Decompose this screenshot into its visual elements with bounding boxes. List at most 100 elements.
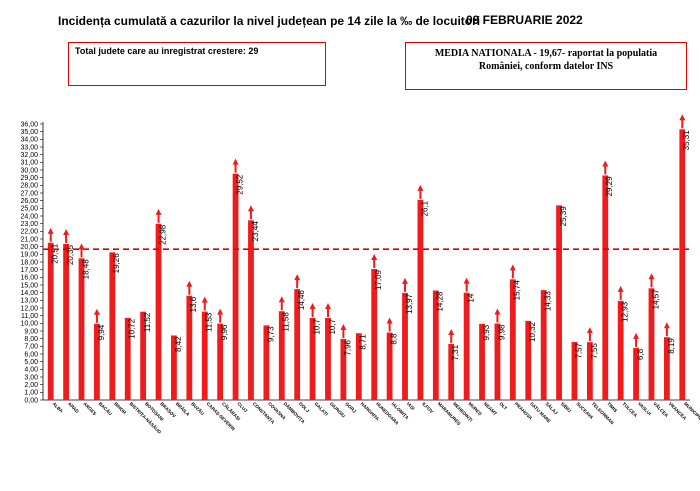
bar <box>232 173 239 400</box>
arrow-head <box>371 253 378 260</box>
increase-arrow <box>232 158 239 173</box>
arrow-head <box>247 205 254 212</box>
y-tick-label: 18,00 <box>20 259 38 266</box>
y-tick-label: 3,00 <box>24 374 38 381</box>
y-tick-label: 16,00 <box>20 275 38 282</box>
data-label: 7,31 <box>451 344 460 360</box>
increase-arrow <box>463 277 470 292</box>
y-tick-label: 13,00 <box>20 298 38 305</box>
chart-title: Incidența cumulată a cazurilor la nivel … <box>58 14 481 28</box>
increase-arrow <box>47 227 54 242</box>
bar <box>47 242 54 400</box>
increase-arrow <box>309 302 316 317</box>
bar <box>432 290 439 400</box>
arrow-head <box>78 243 85 250</box>
data-label: 14,57 <box>651 289 660 310</box>
y-tick-label: 0,00 <box>24 397 38 404</box>
y-tick-label: 36,00 <box>20 121 38 128</box>
category-label: NEAMȚ <box>483 401 498 416</box>
data-label: 20,51 <box>51 243 60 264</box>
y-tick-label: 5,00 <box>24 359 38 366</box>
y-tick-label: 21,00 <box>20 236 38 243</box>
bar <box>294 289 301 400</box>
bar <box>94 323 100 400</box>
arrow-head <box>324 302 331 309</box>
data-label: 29,29 <box>605 176 614 197</box>
category-label: BACĂU <box>98 400 114 416</box>
category-label: ARAD <box>67 401 80 414</box>
data-label: 17,09 <box>374 269 383 290</box>
bar <box>201 311 208 400</box>
arrow-head <box>93 308 100 315</box>
bar <box>124 317 131 400</box>
y-tick-label: 25,00 <box>20 206 38 213</box>
y-tick-label: 15,00 <box>20 282 38 289</box>
y-tick-label: 23,00 <box>20 221 38 228</box>
bar <box>371 268 378 400</box>
arrow-head <box>494 308 501 315</box>
y-tick-label: 32,00 <box>20 152 38 159</box>
data-label: 26,1 <box>420 200 429 216</box>
arrow-head <box>278 296 285 303</box>
data-label: 10,7 <box>328 318 337 334</box>
category-label: TULCEA <box>621 401 638 418</box>
data-label: 7,57 <box>574 342 583 358</box>
national-average-box: MEDIA NATIONALA - 19,67- raportat la pop… <box>405 42 687 90</box>
data-label: 14,33 <box>544 291 553 312</box>
arrow-head <box>463 277 470 284</box>
total-increase-box: Total judete care au inregistrat crester… <box>68 42 326 86</box>
increase-arrow <box>494 308 501 323</box>
arrow-head <box>617 285 624 292</box>
arrow-head <box>186 280 193 287</box>
y-tick-label: 20,00 <box>20 244 38 251</box>
bar <box>509 279 516 400</box>
category-label: ARGEȘ <box>82 401 98 417</box>
bar <box>325 317 331 400</box>
y-tick-label: 14,00 <box>20 290 38 297</box>
increase-arrow <box>417 184 424 199</box>
bar <box>171 335 177 400</box>
increase-arrow <box>679 114 686 129</box>
data-label: 6,8 <box>636 348 645 360</box>
data-label: 12,93 <box>621 301 630 322</box>
data-label: 8,19 <box>667 338 676 354</box>
category-label: ALBA <box>51 401 64 414</box>
data-label: 7,96 <box>343 339 352 355</box>
increase-arrow <box>294 274 301 289</box>
bar <box>494 323 501 400</box>
data-label: 13,6 <box>189 296 198 312</box>
y-tick-label: 26,00 <box>20 198 38 205</box>
data-label: 35,31 <box>682 130 691 151</box>
increase-arrow <box>93 308 100 323</box>
data-label: 23,44 <box>251 221 260 242</box>
category-label: CLUJ <box>236 401 248 413</box>
bar <box>355 333 362 400</box>
y-tick-label: 17,00 <box>20 267 38 274</box>
increase-arrow <box>324 302 331 317</box>
y-tick-label: 12,00 <box>20 305 38 312</box>
arrow-head <box>386 317 393 324</box>
data-label: 11,58 <box>282 312 291 332</box>
bar <box>571 341 578 400</box>
data-label: 20,35 <box>66 244 75 265</box>
bar <box>540 290 547 400</box>
arrow-head <box>47 227 54 234</box>
arrow-head <box>648 273 655 280</box>
data-label: 8,42 <box>174 336 183 352</box>
y-tick-label: 2,00 <box>24 382 38 389</box>
data-label: 18,48 <box>81 259 90 280</box>
y-tick-label: 29,00 <box>20 175 38 182</box>
y-tick-label: 19,00 <box>20 252 38 259</box>
bar <box>78 258 85 400</box>
arrow-head <box>232 158 239 165</box>
bar <box>63 243 70 400</box>
bar <box>617 300 624 400</box>
increase-arrow <box>633 332 640 347</box>
data-label: 14,46 <box>297 290 306 311</box>
increase-arrow <box>586 327 593 342</box>
arrow-head <box>448 328 455 335</box>
data-label: 9,96 <box>220 324 229 340</box>
increase-arrow <box>402 277 409 292</box>
bar <box>109 252 116 400</box>
